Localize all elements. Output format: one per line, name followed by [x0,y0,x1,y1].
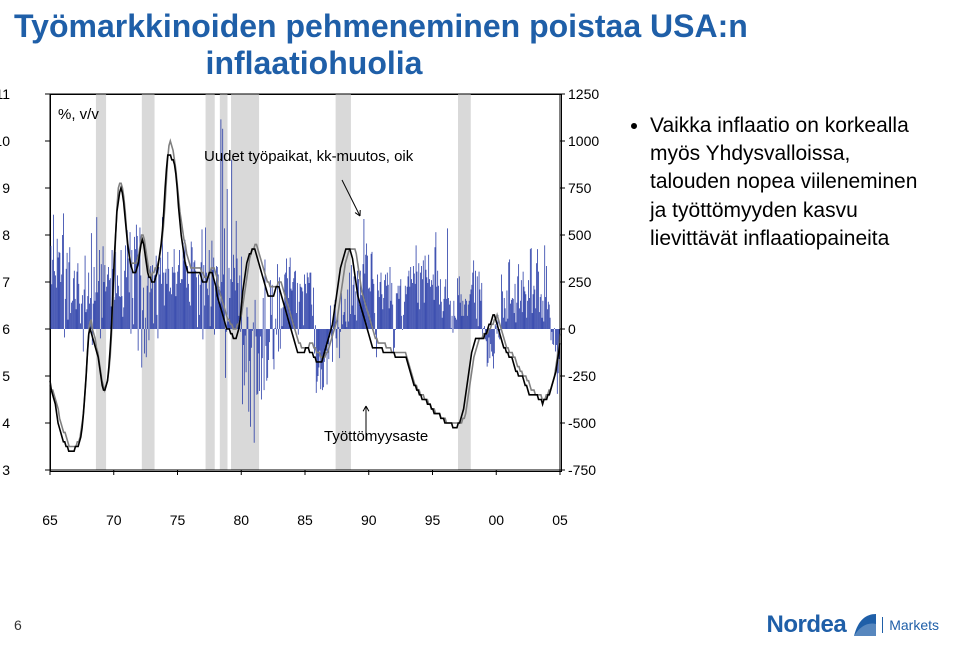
label-pct: %, v/v [58,106,99,123]
bullets: Vaikka inflaatio on korkealla myös Yhdys… [630,112,930,260]
x-tick: 00 [488,512,504,528]
y-left-tick: 5 [0,368,10,384]
x-tick: 75 [170,512,186,528]
y-left-tick: 4 [0,415,10,431]
page-number: 6 [14,617,22,633]
y-right-tick: -500 [568,415,612,431]
x-tick: 85 [297,512,313,528]
y-left-tick: 3 [0,462,10,478]
bullet-1: Vaikka inflaatio on korkealla myös Yhdys… [650,112,930,254]
label-jobs: Uudet työpaikat, kk-muutos, oik [204,148,413,165]
y-left-tick: 11 [0,86,10,102]
x-tick: 95 [425,512,441,528]
y-right-tick: 0 [568,321,612,337]
y-right-tick: 750 [568,180,612,196]
logo: Nordea Markets [767,611,939,639]
logo-brand: Nordea [767,611,847,639]
chart: %, v/v Uudet työpaikat, kk-muutos, oik T… [14,88,614,508]
y-right-tick: 1000 [568,133,612,149]
y-left-tick: 7 [0,274,10,290]
x-tick: 65 [42,512,58,528]
y-right-tick: 1250 [568,86,612,102]
x-tick: 05 [552,512,568,528]
logo-sail-icon [852,612,878,638]
title-line2: inflaatiohuolia [14,45,614,82]
logo-markets: Markets [882,617,939,633]
y-right-tick: -250 [568,368,612,384]
y-right-tick: -750 [568,462,612,478]
x-tick: 70 [106,512,122,528]
x-tick: 90 [361,512,377,528]
title-line1: Työmarkkinoiden pehmeneminen poistaa USA… [14,8,748,44]
y-left-tick: 6 [0,321,10,337]
y-right-tick: 500 [568,227,612,243]
label-unemp: Työttömyysaste [324,428,428,445]
x-tick: 80 [233,512,249,528]
y-left-tick: 8 [0,227,10,243]
y-right-tick: 250 [568,274,612,290]
y-left-tick: 9 [0,180,10,196]
y-left-tick: 10 [0,133,10,149]
